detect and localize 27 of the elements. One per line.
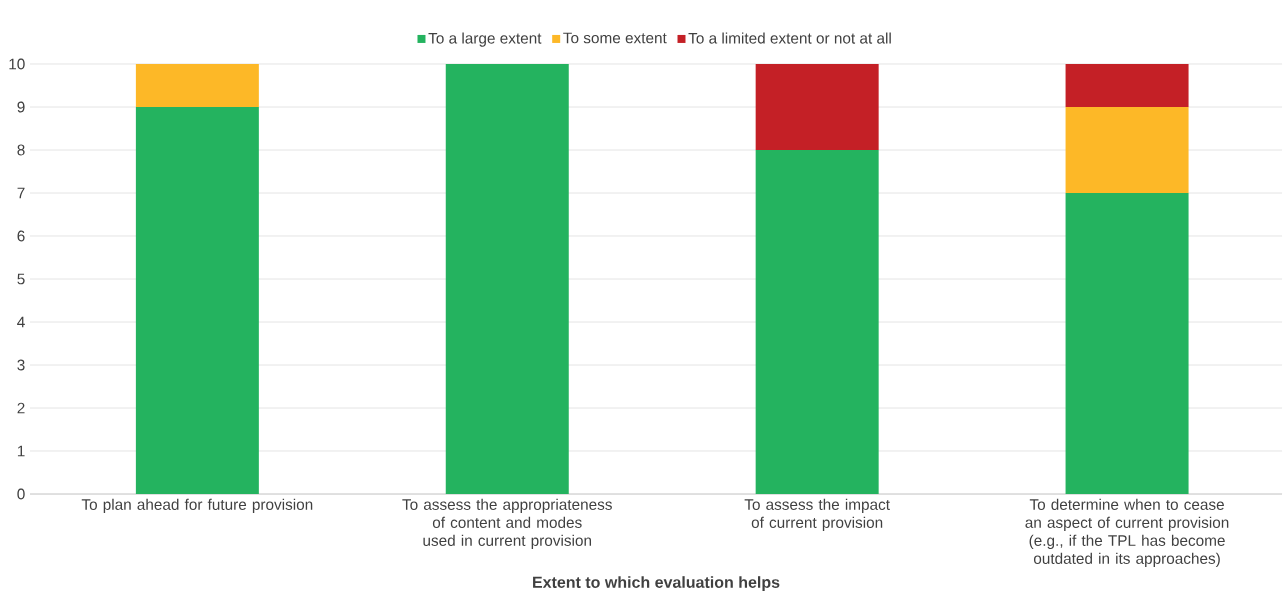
- bar: [755, 150, 879, 494]
- bar: [1065, 64, 1189, 107]
- bar: [135, 64, 259, 107]
- legend-label: To some extent: [563, 32, 667, 44]
- y-tick-label: 1: [17, 445, 25, 457]
- y-tick-label: 10: [9, 58, 25, 70]
- y-tick-label: 9: [17, 101, 25, 113]
- bar: [755, 64, 879, 150]
- y-tick-label: 5: [17, 273, 25, 285]
- x-tick-label: To plan ahead for future provision: [81, 498, 313, 513]
- x-tick-label: To assess the appropriateness of content and modes used in current provision: [402, 498, 612, 549]
- y-tick-label: 7: [17, 187, 25, 199]
- legend-label: To a large extent: [428, 32, 542, 47]
- bar: [1065, 193, 1189, 494]
- x-tick-label: To determine when to cease an aspect of current provision (e.g., if the TPL has become outdated in its approaches): [1025, 498, 1229, 567]
- bar: [445, 64, 569, 494]
- legend-label: To a limited extent or not at all: [688, 32, 891, 44]
- y-tick-label: 2: [17, 402, 25, 414]
- bar: [1065, 107, 1189, 193]
- bar: [135, 107, 259, 494]
- y-tick-label: 6: [17, 230, 25, 242]
- y-tick-label: 3: [17, 359, 25, 371]
- x-axis-title: Extent to which evaluation helps: [533, 576, 780, 592]
- y-tick-label: 4: [17, 316, 25, 328]
- x-tick-label: To assess the impact of current provision: [744, 498, 890, 531]
- y-tick-label: 0: [17, 488, 25, 500]
- y-tick-label: 8: [17, 144, 25, 156]
